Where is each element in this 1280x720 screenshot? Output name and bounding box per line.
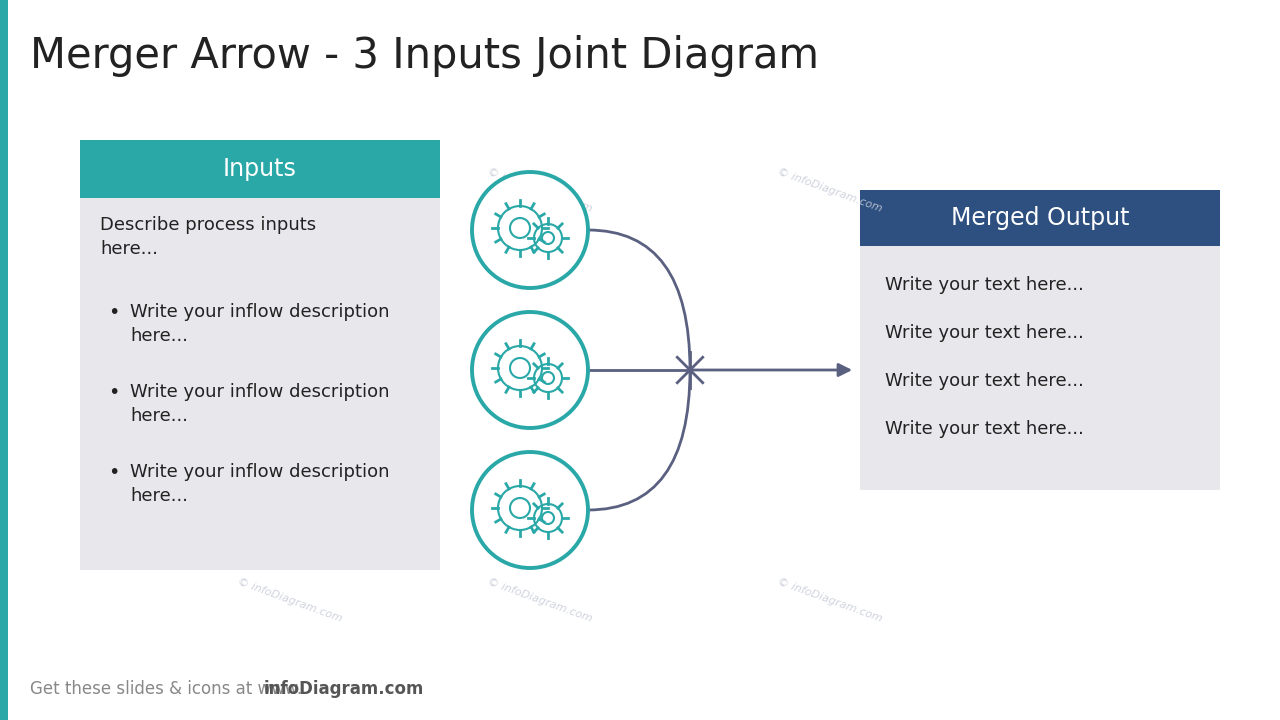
Circle shape xyxy=(472,172,588,288)
Text: •: • xyxy=(108,383,119,402)
Circle shape xyxy=(472,312,588,428)
Text: © infoDiagram.com: © infoDiagram.com xyxy=(776,166,883,214)
Text: Merged Output: Merged Output xyxy=(951,206,1129,230)
Text: Write your inflow description
here...: Write your inflow description here... xyxy=(131,383,389,425)
Circle shape xyxy=(472,452,588,568)
Text: •: • xyxy=(108,303,119,322)
FancyBboxPatch shape xyxy=(860,190,1220,490)
Text: infoDiagram.com: infoDiagram.com xyxy=(264,680,424,698)
Text: Get these slides & icons at www.: Get these slides & icons at www. xyxy=(29,680,302,698)
Text: Describe process inputs
here...: Describe process inputs here... xyxy=(100,216,316,258)
Text: Write your inflow description
here...: Write your inflow description here... xyxy=(131,463,389,505)
Text: © infoDiagram.com: © infoDiagram.com xyxy=(776,577,883,624)
Text: Inputs: Inputs xyxy=(223,157,297,181)
Text: Write your text here...: Write your text here... xyxy=(884,276,1084,294)
Text: © infoDiagram.com: © infoDiagram.com xyxy=(486,577,594,624)
FancyBboxPatch shape xyxy=(81,140,440,570)
FancyBboxPatch shape xyxy=(81,140,440,198)
FancyBboxPatch shape xyxy=(860,190,1220,246)
Text: © infoDiagram.com: © infoDiagram.com xyxy=(237,577,344,624)
FancyBboxPatch shape xyxy=(0,0,8,720)
Text: Merger Arrow - 3 Inputs Joint Diagram: Merger Arrow - 3 Inputs Joint Diagram xyxy=(29,35,819,77)
Text: •: • xyxy=(108,463,119,482)
Text: Write your text here...: Write your text here... xyxy=(884,324,1084,342)
Text: Write your inflow description
here...: Write your inflow description here... xyxy=(131,303,389,345)
Text: Write your text here...: Write your text here... xyxy=(884,372,1084,390)
Text: © infoDiagram.com: © infoDiagram.com xyxy=(486,166,594,214)
Text: Write your text here...: Write your text here... xyxy=(884,420,1084,438)
